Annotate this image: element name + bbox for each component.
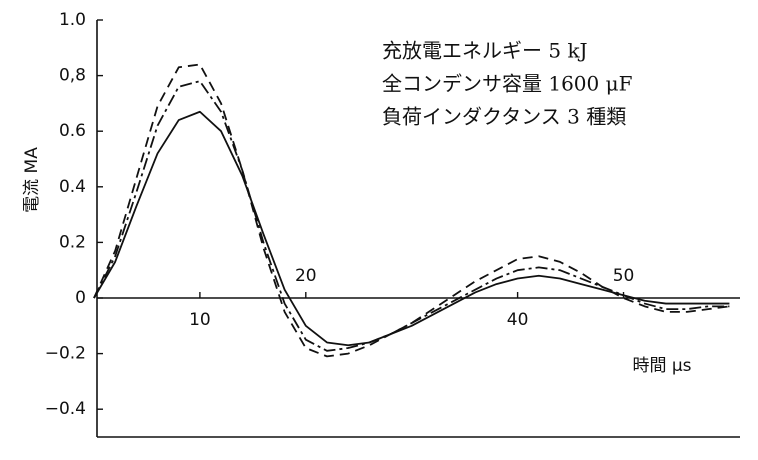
y-axis-label: 電流 MA xyxy=(22,147,42,213)
x-tick-label: 40 xyxy=(507,310,529,330)
y-tick-label: −0.2 xyxy=(45,344,86,364)
y-tick-label: 0,8 xyxy=(59,66,86,86)
x-tick-label: 10 xyxy=(189,310,211,330)
y-tick-label: 0 xyxy=(75,288,86,308)
annotations: 充放電エネルギー 5 kJ 全コンデンサ容量 1600 μF 負荷インダクタンス… xyxy=(382,39,633,129)
y-tick-label: 0.6 xyxy=(59,121,86,141)
y-tick-label: 0.2 xyxy=(59,232,86,252)
y-tick-label: −0.4 xyxy=(45,399,86,419)
x-tick-label: 50 xyxy=(613,266,635,286)
annotation: 全コンデンサ容量 1600 μF xyxy=(382,72,633,96)
y-tick-label: 0.4 xyxy=(59,177,86,197)
annotation: 負荷インダクタンス 3 種類 xyxy=(382,105,626,129)
annotation: 充放電エネルギー 5 kJ xyxy=(382,39,588,63)
x-axis-label: 時間 μs xyxy=(632,356,691,376)
y-tick-label: 1.0 xyxy=(59,10,86,30)
line-series xyxy=(93,80,730,352)
x-tick-label: 20 xyxy=(295,266,317,286)
